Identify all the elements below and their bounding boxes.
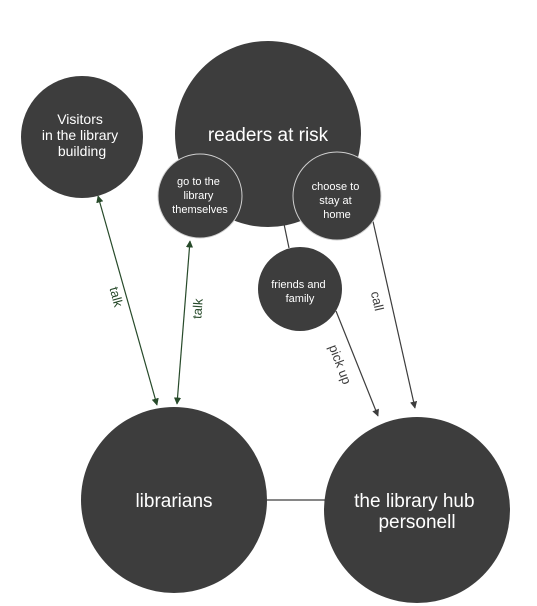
node-library-hub-line-2: personell [378,512,455,533]
node-go-to-library: go to the library themselves [157,153,243,239]
edge-friends-hub [335,310,379,417]
node-visitors-line-2: in the library [42,127,118,143]
node-visitors: Visitors in the library building [21,76,143,198]
edge-label-pick-up: pick up [326,342,355,386]
node-visitors-line-1: Visitors [57,111,103,127]
node-readers-at-risk-label: readers at risk [208,125,329,146]
edge-themselves-librarians [173,240,194,405]
node-librarians: librarians [81,407,267,593]
node-visitors-line-3: building [58,143,106,159]
edge-label-talk-themselves: talk [189,298,205,320]
node-go-to-library-line-2: library [183,190,213,202]
node-friends-family-line-1: friends and [271,279,325,291]
node-library-hub-line-1: the library hub [354,491,474,512]
node-friends-family: friends and family [258,247,342,331]
node-choose-stay-home-line-3: home [323,209,351,221]
node-library-hub: the library hub personell [324,417,510,603]
svg-text:choose to stay at: choose to stay at home [312,181,363,221]
node-go-to-library-line-3: themselves [172,204,228,216]
edge-label-talk-visitors: talk [106,285,126,309]
svg-text:friends and family: friends and family [271,279,329,305]
edge-visitors-librarians [96,195,159,406]
node-go-to-library-line-1: go to the [177,176,220,188]
node-librarians-label: librarians [135,491,212,512]
edge-label-call: call [368,290,387,312]
svg-text:Visitors in the library: Visitors in the library building [42,111,122,159]
node-friends-family-line-2: family [286,293,315,305]
node-choose-stay-home-line-2: stay at [319,195,351,207]
edge-readers-friends [283,223,290,249]
node-choose-stay-home-line-1: choose to [312,181,360,193]
svg-text:go to the library: go to the library themselves [172,176,228,216]
node-choose-stay-home: choose to stay at home [292,151,382,241]
svg-text:the library hub personel: the library hub personell [354,491,480,533]
edge-stayhome-hub [371,216,418,409]
